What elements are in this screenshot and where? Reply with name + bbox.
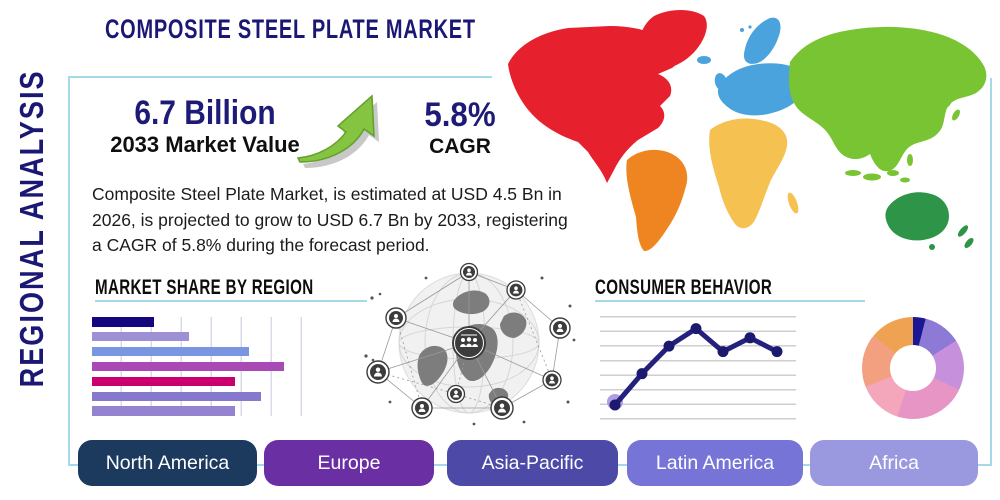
bar-segment-5 [92,376,236,387]
cagr-stat: 5.8% [424,96,496,134]
market-value-label: 2033 Market Value [110,132,300,157]
market-description: Composite Steel Plate Market, is estimat… [92,184,568,256]
market-value-stat: 6.7 Billion [134,94,276,132]
bar-segment-1 [92,317,155,327]
region-share-donut-chart [862,317,964,419]
network-node-icons [366,262,571,420]
bar-segment-3 [92,346,250,357]
world-map-graphic [508,10,987,252]
bar-segment-7 [92,406,236,416]
market-share-heading: MARKET SHARE BY REGION [95,276,314,299]
consumer-behavior-underline [595,300,865,302]
region-button-north-america[interactable]: North America [78,440,257,486]
consumer-behavior-heading: CONSUMER BEHAVIOR [595,276,773,299]
region-button-europe[interactable]: Europe [264,440,434,486]
page-title: COMPOSITE STEEL PLATE MARKET [105,14,476,44]
growth-arrow-icon [296,94,379,168]
region-button-latin-america[interactable]: Latin America [627,440,803,486]
region-button-africa[interactable]: Africa [810,440,978,486]
globe-network-graphic [364,262,576,426]
regional-analysis-vertical-label: REGIONAL ANALYSIS [13,69,50,388]
market-share-bar-chart [92,317,323,416]
region-button-asia-pacific[interactable]: Asia-Pacific [447,440,618,486]
bar-segment-4 [92,361,284,372]
market-share-underline [95,300,367,302]
cagr-label: CAGR [429,135,491,158]
bar-segment-2 [92,331,190,342]
bar-segment-6 [92,391,261,402]
consumer-behavior-line-chart [600,316,796,420]
